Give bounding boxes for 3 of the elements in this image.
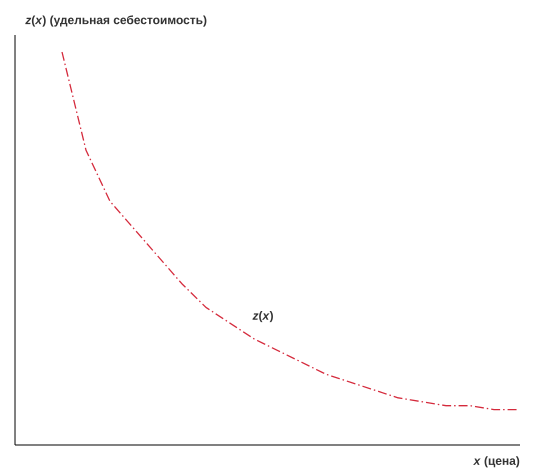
series-label: z(x) (252, 311, 273, 322)
y-axis-title: z(x) (удельная себестоимость) (25, 15, 206, 27)
x-axis-title: x (цена) (473, 456, 520, 468)
